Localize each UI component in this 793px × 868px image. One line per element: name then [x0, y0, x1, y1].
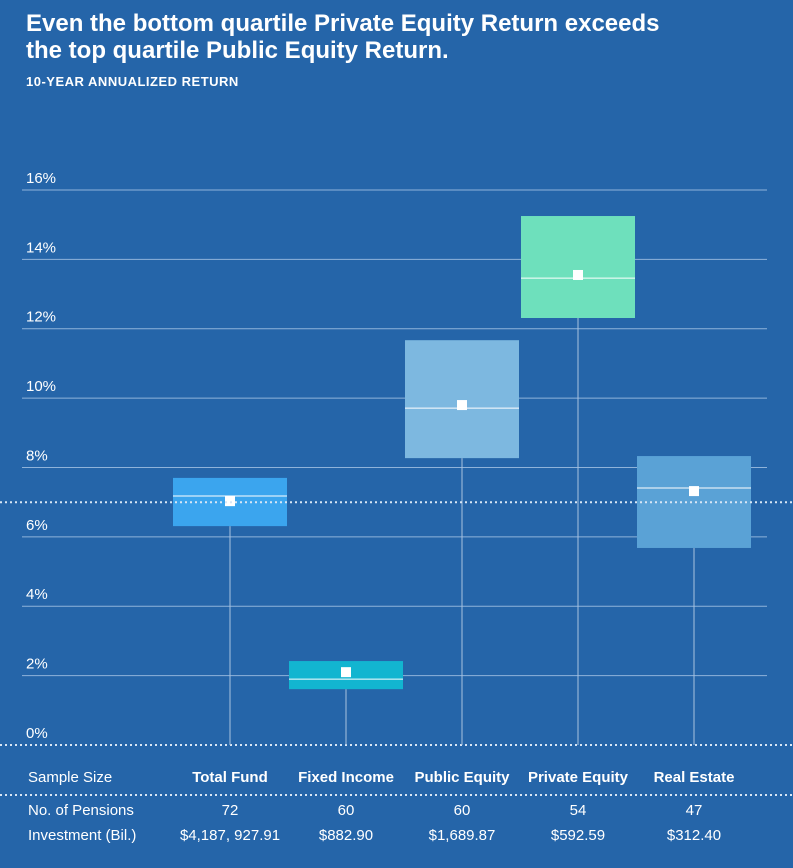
table-cell: 47: [686, 802, 703, 819]
y-tick-label: 6%: [26, 517, 48, 534]
x-tick-label: Public Equity: [414, 769, 510, 786]
y-tick-label: 8%: [26, 447, 48, 464]
chart-title: Even the bottom quartile Private Equity …: [26, 10, 660, 64]
y-tick-label: 10%: [26, 378, 56, 395]
table-cell: 54: [570, 802, 587, 819]
table-cell: $312.40: [667, 827, 721, 844]
x-tick-label: Real Estate: [654, 769, 735, 786]
x-tick-label: Fixed Income: [298, 769, 394, 786]
y-tick-label: 2%: [26, 656, 48, 673]
x-tick-label: Total Fund: [192, 769, 268, 786]
y-tick-label: 4%: [26, 586, 48, 603]
table-cell: $592.59: [551, 827, 605, 844]
table-cell: 60: [454, 802, 471, 819]
mean-marker: [341, 667, 351, 678]
mean-marker: [689, 486, 699, 497]
box: [405, 340, 519, 459]
x-tick-label: Private Equity: [528, 769, 629, 786]
y-tick-label: 12%: [26, 309, 56, 326]
y-tick-label: 0%: [26, 725, 48, 742]
mean-marker: [573, 269, 583, 280]
table-cell: $882.90: [319, 827, 373, 844]
box: [637, 456, 751, 548]
mean-marker: [457, 400, 467, 411]
table-cell: $4,187, 927.91: [180, 827, 280, 844]
table-cell: 72: [222, 802, 239, 819]
row-label: Investment (Bil.): [28, 827, 136, 844]
table-header: Sample Size: [28, 769, 112, 786]
mean-marker: [225, 496, 235, 507]
y-tick-label: 16%: [26, 170, 56, 187]
row-label: No. of Pensions: [28, 802, 134, 819]
y-tick-label: 14%: [26, 239, 56, 256]
chart-subtitle: 10-YEAR ANNUALIZED RETURN: [26, 74, 239, 89]
table-cell: $1,689.87: [429, 827, 496, 844]
box: [521, 216, 635, 318]
table-cell: 60: [338, 802, 355, 819]
